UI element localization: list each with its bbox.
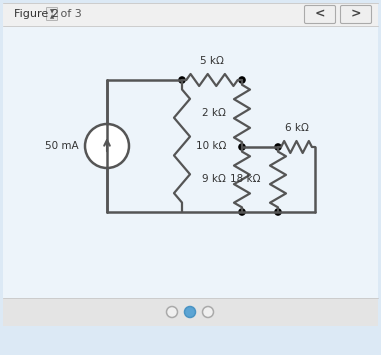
Circle shape <box>202 306 213 317</box>
Text: of 3: of 3 <box>57 9 82 19</box>
FancyBboxPatch shape <box>3 26 378 298</box>
Text: Figure 2: Figure 2 <box>14 9 59 19</box>
Text: 18 kΩ: 18 kΩ <box>229 175 260 185</box>
Circle shape <box>178 76 186 84</box>
Text: ▼: ▼ <box>50 9 54 14</box>
Circle shape <box>238 143 246 151</box>
Text: 9 kΩ: 9 kΩ <box>202 175 226 185</box>
Circle shape <box>85 124 129 168</box>
Circle shape <box>238 76 246 84</box>
Text: 50 mA: 50 mA <box>45 141 79 151</box>
Text: 5 kΩ: 5 kΩ <box>200 56 224 66</box>
FancyBboxPatch shape <box>3 3 378 26</box>
FancyBboxPatch shape <box>3 298 378 326</box>
Text: ▲: ▲ <box>50 14 54 19</box>
Circle shape <box>274 208 282 216</box>
FancyBboxPatch shape <box>304 5 336 23</box>
Circle shape <box>166 306 178 317</box>
Text: 10 kΩ: 10 kΩ <box>196 141 226 151</box>
FancyBboxPatch shape <box>341 5 371 23</box>
Circle shape <box>184 306 195 317</box>
Text: 6 kΩ: 6 kΩ <box>285 123 309 133</box>
Text: 2 kΩ: 2 kΩ <box>202 109 226 119</box>
FancyBboxPatch shape <box>46 7 58 21</box>
Circle shape <box>238 208 246 216</box>
Text: >: > <box>351 7 361 21</box>
Circle shape <box>274 143 282 151</box>
Text: <: < <box>315 7 325 21</box>
